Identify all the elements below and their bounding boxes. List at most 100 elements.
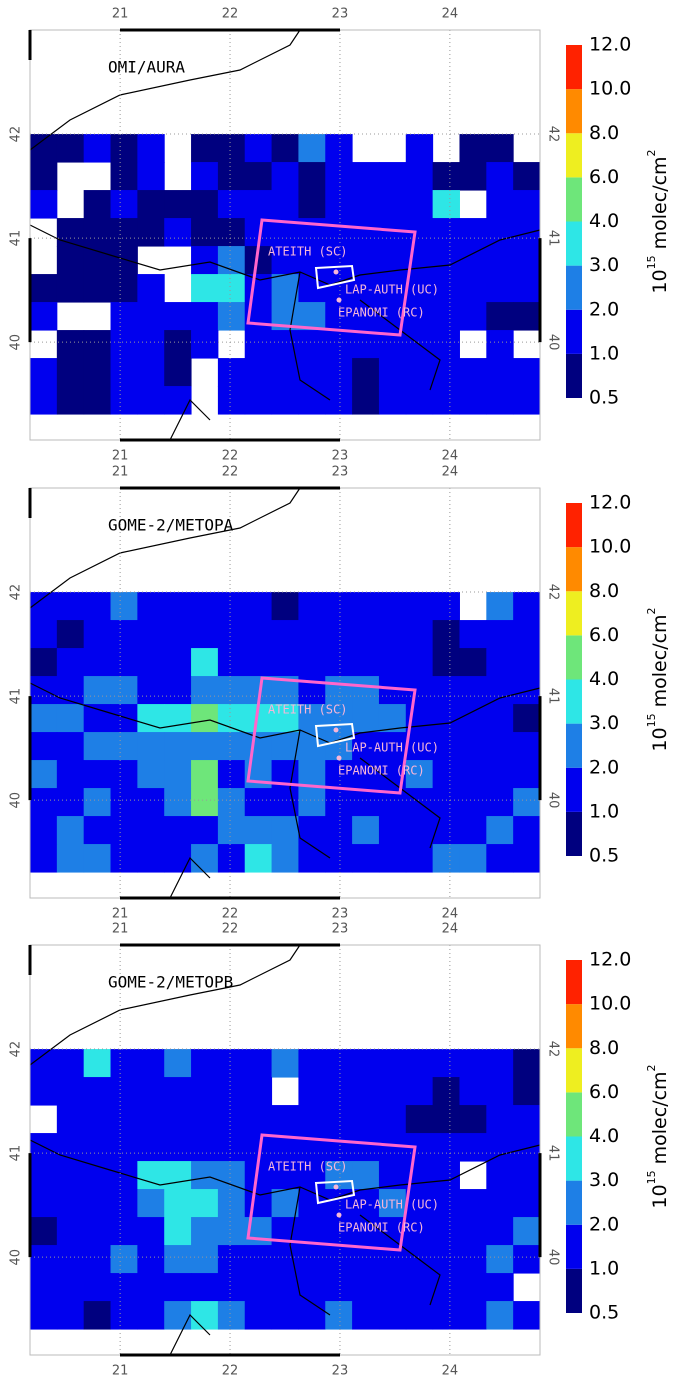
grid-cell	[486, 134, 514, 163]
colorbar-segment	[566, 503, 582, 548]
grid-cell	[191, 1189, 219, 1218]
grid-cell	[271, 844, 299, 873]
coastline	[29, 29, 541, 441]
site-label: ATEITH (SC)	[268, 703, 347, 717]
grid-cell	[405, 1105, 434, 1134]
grid-cell	[83, 1105, 112, 1134]
y-tick-label: 42	[9, 126, 24, 143]
grid-cell	[432, 218, 460, 247]
site-dot	[336, 1212, 342, 1218]
grid-cell	[191, 246, 219, 275]
map-panel: 21 21 22 22 23 23 24 24 40 40 41 41 42 42 GOME-2/METOP…	[9, 465, 671, 922]
grid-cell	[56, 732, 85, 761]
grid-cell	[110, 1133, 138, 1162]
colorbar-segment	[566, 1092, 582, 1137]
grid-cell	[325, 648, 353, 677]
grid-cell	[405, 302, 434, 331]
grid-cell	[30, 704, 58, 733]
grid-cell	[271, 1189, 299, 1218]
grid-cell	[56, 246, 85, 275]
y-tick-label: 42	[9, 1041, 24, 1058]
grid-cell	[191, 330, 219, 359]
grid-cell	[432, 1189, 460, 1218]
grid-cell	[486, 1217, 514, 1246]
colorbar-label: 6.0	[589, 624, 619, 646]
grid-cell	[513, 1133, 541, 1162]
x-tick-label: 21	[112, 449, 129, 464]
grid-cell	[244, 1105, 273, 1134]
grid-cell	[56, 1301, 85, 1330]
grid-cell	[83, 1189, 112, 1218]
grid-cell	[110, 134, 138, 163]
grid-cell	[378, 1301, 407, 1330]
unit-text: molec/cm	[649, 1071, 671, 1170]
grid-cell	[271, 732, 299, 761]
grid-cell	[378, 1077, 407, 1106]
grid-cell	[271, 134, 299, 163]
study-box	[246, 1133, 417, 1252]
y-tick-label: 42	[546, 126, 561, 143]
unit-exp: 15	[645, 1170, 658, 1184]
grid-cell	[191, 162, 219, 191]
grid-cell	[244, 1301, 273, 1330]
grid-cell	[325, 592, 353, 621]
grid-cell	[217, 1189, 246, 1218]
grid-cell	[298, 1049, 326, 1078]
x-tick-label: 23	[332, 907, 349, 922]
grid-cell	[459, 274, 487, 303]
grid-cell	[164, 788, 192, 817]
grid-cell	[325, 844, 353, 873]
grid-cell	[137, 732, 165, 761]
grid-cell	[164, 1161, 192, 1190]
grid-cell	[298, 1217, 326, 1246]
grid-cell	[217, 732, 246, 761]
grid-cell	[56, 788, 85, 817]
grid-cell	[244, 134, 273, 163]
site-label: ATEITH (SC)	[268, 1160, 347, 1174]
grid-cell	[271, 1049, 299, 1078]
grid-cell	[110, 760, 138, 789]
grid-cell	[325, 1077, 353, 1106]
grid-cell	[110, 704, 138, 733]
grid-cell	[137, 1105, 165, 1134]
grid-cell	[325, 162, 353, 191]
grid-cell	[30, 592, 58, 621]
grid-cell	[191, 1217, 219, 1246]
grid-cell	[352, 330, 380, 359]
grid-cell	[110, 302, 138, 331]
grid-cell	[486, 1161, 514, 1190]
grid-cell	[352, 1049, 380, 1078]
grid-cell	[164, 386, 192, 415]
grid-cell	[164, 1217, 192, 1246]
grid-cell	[298, 386, 326, 415]
grid-cell	[110, 844, 138, 873]
grid-cell	[110, 1245, 138, 1274]
grid-cell	[137, 620, 165, 649]
grid-cell	[83, 844, 112, 873]
grid-cell	[83, 816, 112, 845]
y-tick-label: 41	[546, 688, 561, 705]
grid-cell	[459, 1189, 487, 1218]
grid-cell	[30, 1161, 58, 1190]
grid-cell	[352, 1189, 380, 1218]
y-tick-label: 40	[9, 792, 24, 809]
grid-cell	[56, 676, 85, 705]
grid-cell	[217, 302, 246, 331]
grid-cell	[298, 732, 326, 761]
grid-cell	[217, 592, 246, 621]
grid-cell	[378, 732, 407, 761]
grid-cell	[137, 1273, 165, 1302]
grid-cell	[110, 386, 138, 415]
grid-cell	[83, 330, 112, 359]
grid-cell	[271, 816, 299, 845]
grid-cell	[378, 1189, 407, 1218]
grid-cell	[513, 190, 541, 219]
grid-cell	[298, 190, 326, 219]
grid-cell	[217, 676, 246, 705]
grid-cell	[191, 218, 219, 247]
colorbar-label: 8.0	[589, 580, 619, 602]
grid-cell	[244, 592, 273, 621]
grid-cell	[486, 1245, 514, 1274]
grid-cell	[352, 788, 380, 817]
grid-cell	[325, 1049, 353, 1078]
